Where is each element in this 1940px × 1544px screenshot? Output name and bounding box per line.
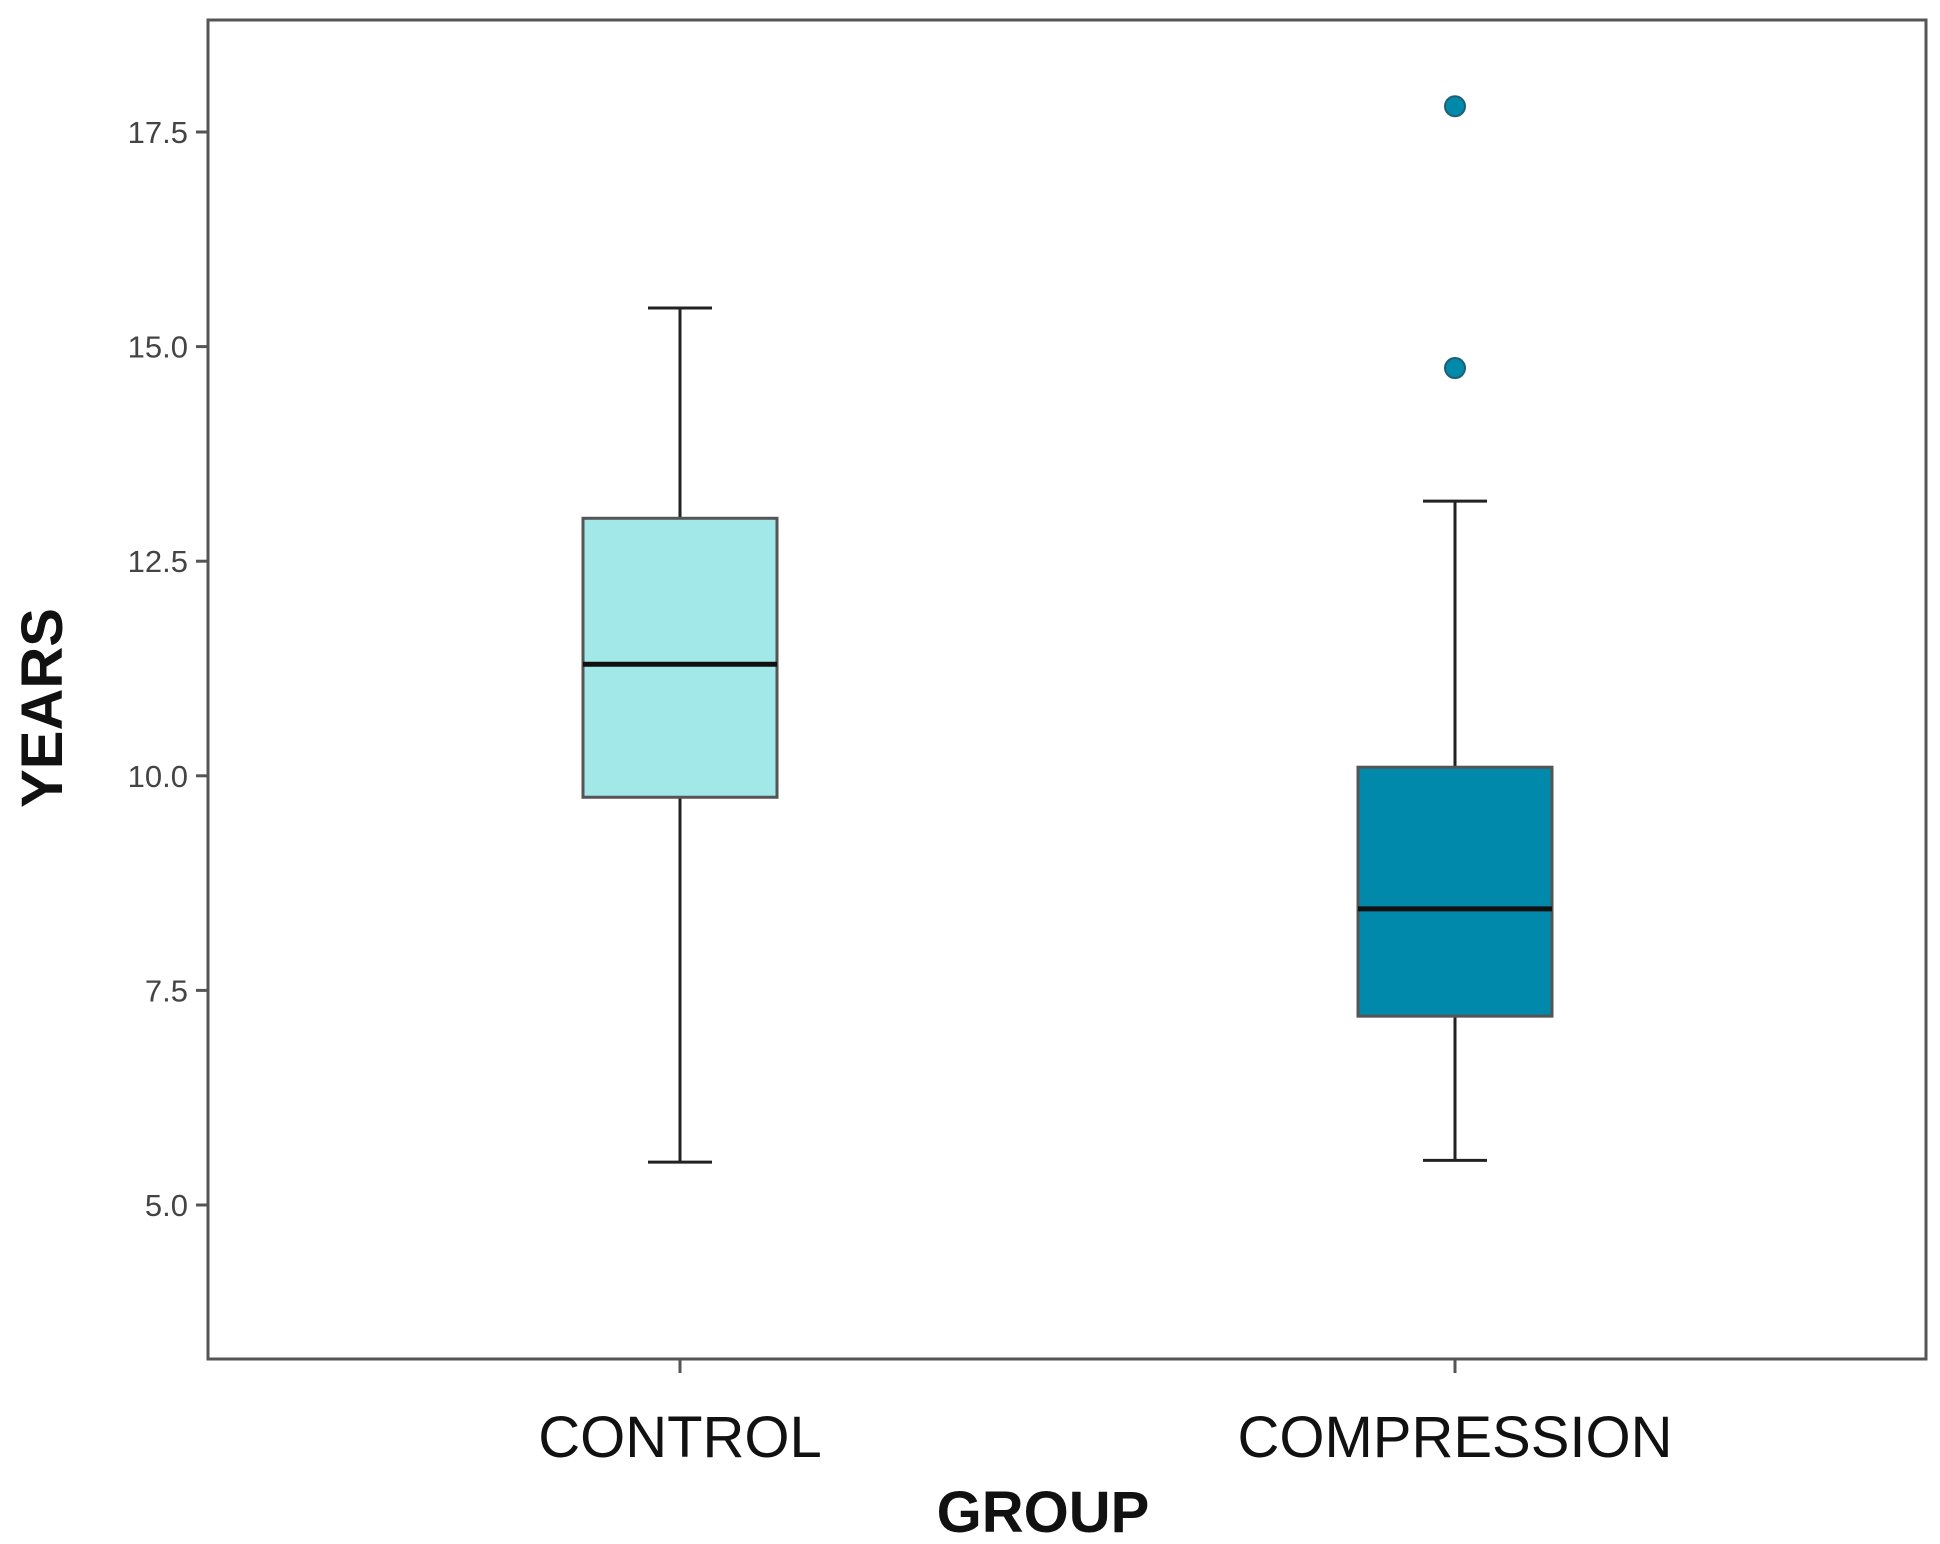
- y-tick-label: 12.5: [128, 544, 188, 579]
- outlier-point: [1444, 95, 1466, 118]
- y-tick-label: 17.5: [128, 115, 188, 150]
- outlier-point: [1444, 357, 1466, 380]
- iqr-box: [1356, 765, 1554, 1018]
- plot-area-frame: [206, 18, 1928, 1361]
- box-control: [581, 306, 779, 1164]
- x-axis-title: GROUP: [937, 1480, 1150, 1544]
- boxes: [581, 95, 1554, 1164]
- y-axis-title: YEARS: [10, 608, 75, 808]
- y-axis: 5.0 7.5 10.0 12.5 15.0 17.5: [128, 115, 208, 1223]
- x-category-label: COMPRESSION: [1237, 1405, 1672, 1470]
- x-category-label: CONTROL: [538, 1405, 822, 1470]
- y-tick-label: 15.0: [128, 330, 188, 365]
- y-tick-label: 7.5: [145, 973, 188, 1008]
- box-compression: [1356, 95, 1554, 1162]
- iqr-box: [581, 516, 779, 799]
- y-tick-label: 5.0: [145, 1188, 188, 1223]
- y-tick-label: 10.0: [128, 759, 188, 794]
- x-axis: CONTROL COMPRESSION: [538, 1359, 1673, 1470]
